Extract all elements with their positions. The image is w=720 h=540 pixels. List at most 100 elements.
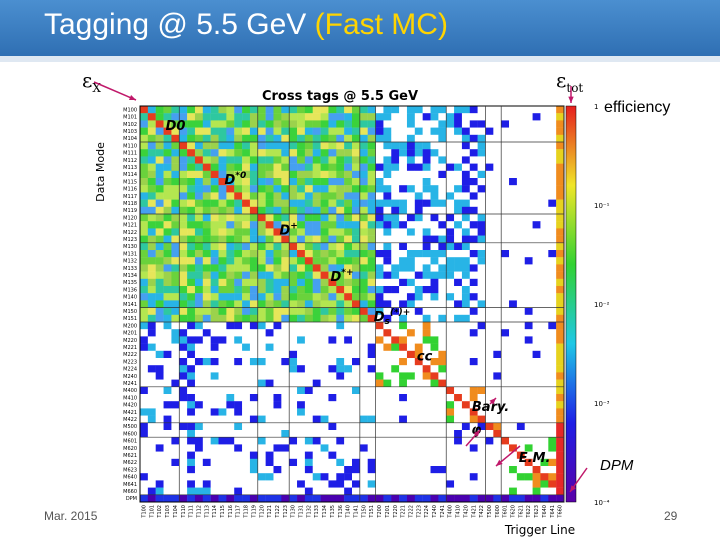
heatmap-cell xyxy=(399,329,408,337)
heatmap-cell xyxy=(265,480,274,488)
heatmap-cell xyxy=(218,379,227,387)
heatmap-cell xyxy=(532,322,541,330)
heatmap-cell xyxy=(249,415,258,423)
heatmap-cell xyxy=(234,314,243,323)
heatmap-cell xyxy=(163,206,172,215)
heatmap-cell xyxy=(171,372,180,380)
heatmap-cell xyxy=(281,214,290,222)
heatmap-cell xyxy=(391,322,400,330)
heatmap-cell xyxy=(438,127,447,135)
heatmap-cell xyxy=(399,408,408,416)
heatmap-cell xyxy=(352,221,361,229)
y-tick-label: M221 xyxy=(123,345,137,351)
heatmap-cell xyxy=(485,314,494,323)
heatmap-cell xyxy=(273,214,282,222)
heatmap-cell xyxy=(509,142,518,150)
heatmap-cell xyxy=(359,365,368,373)
heatmap-cell xyxy=(406,149,416,157)
heatmap-cell xyxy=(210,214,219,222)
heatmap-cell xyxy=(194,473,204,481)
heatmap-cell xyxy=(414,271,423,279)
heatmap-cell xyxy=(399,185,408,193)
heatmap-cell xyxy=(509,487,518,495)
heatmap-cell xyxy=(509,134,518,143)
heatmap-cell xyxy=(226,358,235,366)
heatmap-cell xyxy=(281,415,290,423)
heatmap-cell xyxy=(454,206,463,215)
heatmap-cell xyxy=(556,458,565,467)
heatmap-cell xyxy=(304,343,313,351)
heatmap-cell xyxy=(375,401,384,409)
heatmap-cell xyxy=(516,293,525,301)
heatmap-cell xyxy=(446,271,455,279)
heatmap-cell xyxy=(344,206,353,215)
heatmap-cell xyxy=(281,494,290,503)
heatmap-cell xyxy=(336,394,345,402)
heatmap-cell xyxy=(375,106,384,114)
heatmap-cell xyxy=(509,379,518,387)
heatmap-cell xyxy=(422,422,431,431)
heatmap-cell xyxy=(194,408,204,416)
heatmap-cell xyxy=(147,358,156,366)
heatmap-cell xyxy=(304,300,313,308)
heatmap-cell xyxy=(430,480,439,488)
heatmap-cell xyxy=(399,401,408,409)
heatmap-cell xyxy=(257,386,266,395)
heatmap-cell xyxy=(493,185,502,193)
heatmap-cell xyxy=(249,437,258,445)
heatmap-cell xyxy=(540,437,549,445)
heatmap-cell xyxy=(265,214,274,222)
heatmap-cell xyxy=(226,221,235,229)
heatmap-cell xyxy=(257,149,266,157)
heatmap-cell xyxy=(210,336,219,344)
heatmap-cell xyxy=(336,170,345,179)
heatmap-cell xyxy=(352,170,361,179)
heatmap-cell xyxy=(289,458,298,467)
heatmap-cell xyxy=(501,307,510,315)
heatmap-cell xyxy=(414,286,423,294)
heatmap-cell xyxy=(422,178,431,186)
heatmap-cell xyxy=(359,322,368,330)
y-tick-label: M121 xyxy=(123,223,137,229)
heatmap-cell xyxy=(352,163,361,171)
heatmap-cell xyxy=(312,192,321,200)
heatmap-cell xyxy=(155,314,164,323)
heatmap-cell xyxy=(383,134,392,143)
heatmap-cell xyxy=(375,149,384,157)
heatmap-cell xyxy=(548,257,557,265)
heatmap-cell xyxy=(344,228,353,236)
heatmap-cell xyxy=(140,257,149,265)
heatmap-cell xyxy=(446,336,455,344)
heatmap-cell xyxy=(171,242,180,251)
heatmap-cell xyxy=(187,343,196,351)
heatmap-cell xyxy=(328,271,337,279)
heatmap-cell xyxy=(414,358,423,366)
heatmap-cell xyxy=(187,163,196,171)
heatmap-cell xyxy=(226,487,235,495)
heatmap-cell xyxy=(328,480,337,488)
heatmap-cell xyxy=(320,466,329,474)
heatmap-cell xyxy=(352,386,361,395)
heatmap-cell xyxy=(485,466,494,474)
heatmap-cell xyxy=(477,494,486,503)
y-tick-label: M420 xyxy=(123,403,137,409)
heatmap-cell xyxy=(242,386,251,395)
heatmap-cell xyxy=(328,120,337,128)
x-tick-label: T117 xyxy=(236,505,242,519)
heatmap-cell xyxy=(202,300,211,308)
heatmap-cell xyxy=(257,401,266,409)
heatmap-cell xyxy=(516,127,525,135)
heatmap-cell xyxy=(328,422,337,431)
x-tick-label: T111 xyxy=(189,505,195,519)
heatmap-cell xyxy=(556,170,565,179)
heatmap-cell xyxy=(202,192,211,200)
heatmap-cell xyxy=(312,444,321,452)
heatmap-cell xyxy=(336,408,345,416)
heatmap-cell xyxy=(414,113,423,121)
heatmap-cell xyxy=(430,264,439,272)
heatmap-cell xyxy=(516,350,525,359)
heatmap-cell xyxy=(540,192,549,200)
heatmap-cell xyxy=(194,221,204,229)
heatmap-cell xyxy=(540,127,549,135)
heatmap-cell xyxy=(509,113,518,121)
